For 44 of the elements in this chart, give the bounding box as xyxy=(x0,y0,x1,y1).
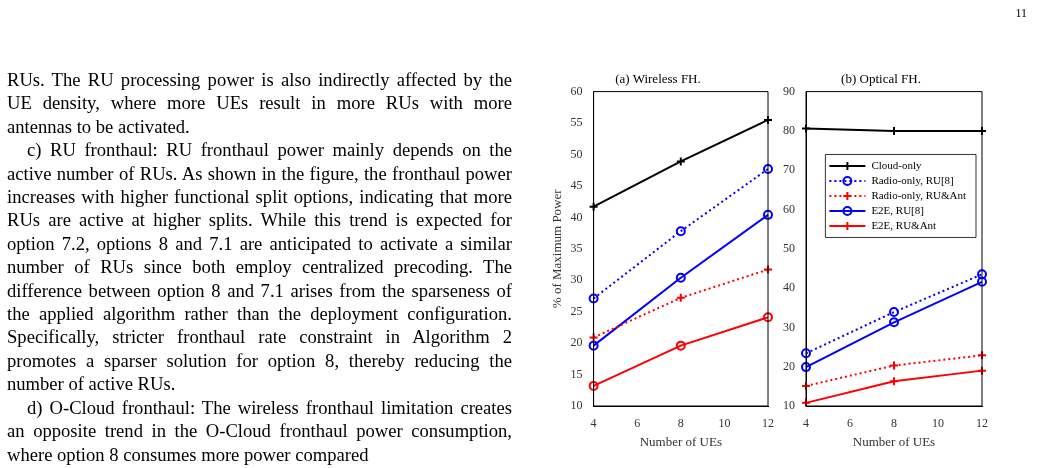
y-tick-label: 40 xyxy=(783,280,795,295)
y-tick-label: 25 xyxy=(570,303,583,318)
x-tick-label: 4 xyxy=(803,416,809,431)
y-tick-label: 30 xyxy=(783,319,795,334)
legend-label: Radio-only, RU[8] xyxy=(871,173,954,186)
x-tick-label: 10 xyxy=(932,416,944,431)
text: c) RU fronthaul: RU fronthaul power mainly depends on the active number of RUs. As shown in the figure, the fronthaul power increases with higher functional split options, indicating that more RUs are active at higher splits. While this trend is expected for option 7.2, options 8 and 7.1 are anticipated to activate a similar number of RUs since both employ centralized precoding. The difference between option 8 and 7.1 arises from the sparseness of the applied algorithm rather than the deployment configuration. Specifically, stricter fronthaul rate constraint in Algorithm 2 promotes a sparser solution for option 8, thereby reducing the number of active RUs. xyxy=(7,139,512,395)
x-tick-label: 12 xyxy=(762,416,774,431)
y-tick-label: 60 xyxy=(570,83,583,98)
y-axis-title: % of Maximum Power xyxy=(549,188,565,309)
x-tick-label: 8 xyxy=(891,416,897,431)
text: d) O-Cloud fronthaul: The wireless fronthaul limitation creates an opposite trend in the O-Cloud fronthaul power consumption, where option 8 consumes more power compared xyxy=(7,395,512,466)
chart-title: (b) Optical FH. xyxy=(841,71,921,87)
y-tick-label: 45 xyxy=(570,178,583,193)
legend-label: Radio-only, RU&Ant xyxy=(871,188,967,201)
x-tick-label: 8 xyxy=(677,416,684,431)
y-tick-label: 20 xyxy=(570,335,583,350)
y-tick-label: 40 xyxy=(570,209,583,224)
x-tick-label: 6 xyxy=(847,416,853,431)
x-axis-title: Number of UEs xyxy=(639,433,722,449)
text: RUs. The RU processing power is also indirectly affected by the UE density, where more UEs result in more RUs with more antennas to be activated. xyxy=(7,68,512,139)
x-tick-label: 6 xyxy=(634,416,641,431)
y-tick-label: 35 xyxy=(570,240,583,255)
x-tick-label: 12 xyxy=(976,416,988,431)
legend-label: E2E, RU[8] xyxy=(871,203,924,216)
y-tick-label: 20 xyxy=(783,358,795,373)
y-tick-label: 30 xyxy=(570,272,583,287)
x-tick-label: 10 xyxy=(718,416,731,431)
x-axis-title: Number of UEs xyxy=(852,433,936,449)
text: 11 xyxy=(1015,6,1027,21)
y-tick-label: 50 xyxy=(570,146,583,161)
y-tick-label: 90 xyxy=(783,83,795,98)
chart-title: (a) Wireless FH. xyxy=(615,71,701,87)
y-tick-label: 60 xyxy=(783,201,795,216)
y-tick-label: 55 xyxy=(570,115,583,130)
x-tick-label: 4 xyxy=(590,416,597,431)
y-tick-label: 50 xyxy=(783,240,795,255)
y-tick-label: 15 xyxy=(570,366,583,381)
legend-label: Cloud-only xyxy=(871,158,922,171)
y-tick-label: 70 xyxy=(783,162,795,177)
legend-label: E2E, RU&Ant xyxy=(871,218,937,231)
y-tick-label: 80 xyxy=(783,123,795,138)
y-tick-label: 10 xyxy=(570,398,583,413)
y-tick-label: 10 xyxy=(783,398,795,413)
